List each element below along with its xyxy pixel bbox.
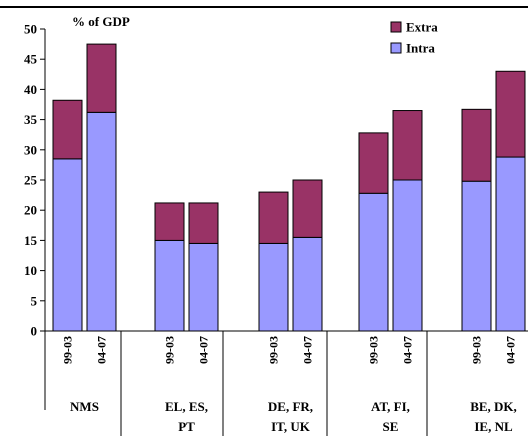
legend: Extra Intra — [390, 20, 438, 56]
category-label: PT — [178, 419, 195, 434]
category-label: NMS — [70, 399, 99, 414]
y-axis: 0 5 10 15 20 25 30 35 40 45 50 — [24, 22, 46, 339]
bar-intra — [495, 156, 526, 332]
y-tick-label: 15 — [24, 233, 38, 248]
bar-extra — [358, 132, 389, 194]
y-tick-label: 0 — [31, 324, 38, 339]
legend-label-extra: Extra — [406, 20, 438, 35]
bar-intra — [392, 179, 423, 332]
bar-extra — [86, 43, 117, 113]
category-label: AT, FI, — [371, 399, 410, 414]
bar-intra — [292, 236, 323, 332]
category-label: SE — [383, 419, 399, 434]
y-tick-label: 25 — [24, 173, 38, 188]
bar-extra — [154, 202, 185, 241]
legend-swatch-extra — [390, 21, 402, 33]
bar-intra — [86, 111, 117, 332]
period-label: 99-03 — [267, 336, 281, 364]
bars — [52, 43, 526, 332]
y-tick-label: 45 — [24, 52, 38, 67]
period-label: 99-03 — [61, 336, 75, 364]
y-tick-label: 35 — [24, 112, 38, 127]
period-label: 99-03 — [163, 336, 177, 364]
y-tick-label: 10 — [24, 263, 37, 278]
category-label: IE, NL — [474, 419, 513, 434]
period-label: 04-07 — [95, 336, 109, 364]
bar-extra — [52, 99, 83, 160]
bar-extra — [461, 108, 492, 182]
bar-extra — [188, 202, 219, 244]
period-label: 04-07 — [197, 336, 211, 364]
bar-intra — [258, 242, 289, 332]
y-tick-label: 5 — [31, 293, 38, 308]
bar-intra — [154, 239, 185, 332]
period-label: 99-03 — [367, 336, 381, 364]
category-label: DE, FR, — [268, 399, 313, 414]
y-tick-label: 20 — [24, 203, 37, 218]
legend-label-intra: Intra — [406, 41, 435, 56]
category-label: BE, DK, — [470, 399, 517, 414]
legend-swatch-intra — [390, 42, 402, 54]
bar-extra — [292, 179, 323, 238]
bar-extra — [495, 70, 526, 158]
bar-extra — [258, 191, 289, 244]
period-label: 99-03 — [470, 336, 484, 364]
y-tick-label: 50 — [24, 22, 37, 37]
x-axis-labels: 99-03 04-07 NMS 99-03 04-07 EL, ES, PT 99-03 04-… — [44, 330, 528, 436]
period-label: 04-07 — [301, 336, 315, 364]
bar-intra — [52, 158, 83, 332]
y-tick-label: 40 — [24, 82, 37, 97]
period-label: 04-07 — [504, 336, 518, 364]
bar-intra — [461, 180, 492, 332]
y-tick-label: 30 — [24, 142, 37, 157]
bar-intra — [188, 242, 219, 332]
category-label: EL, ES, — [165, 399, 208, 414]
unit-label: % of GDP — [72, 14, 130, 29]
bar-intra — [358, 192, 389, 332]
period-label: 04-07 — [401, 336, 415, 364]
category-label: IT, UK — [271, 419, 311, 434]
bar-extra — [392, 110, 423, 181]
